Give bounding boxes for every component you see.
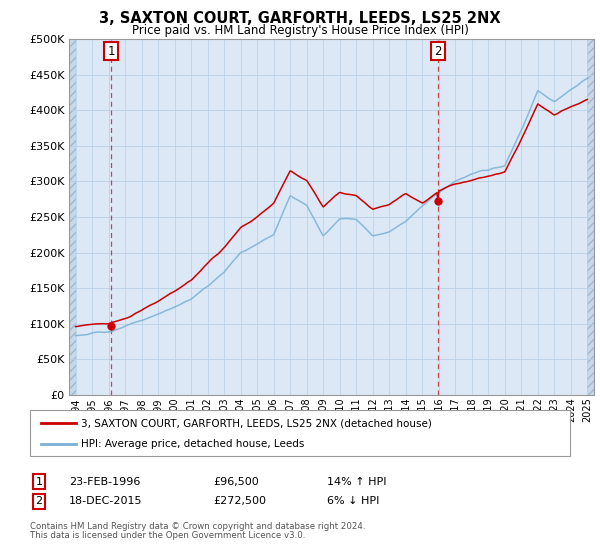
Text: 3, SAXTON COURT, GARFORTH, LEEDS, LS25 2NX: 3, SAXTON COURT, GARFORTH, LEEDS, LS25 2… — [99, 11, 501, 26]
Text: £96,500: £96,500 — [213, 477, 259, 487]
Text: £272,500: £272,500 — [213, 496, 266, 506]
Text: Contains HM Land Registry data © Crown copyright and database right 2024.: Contains HM Land Registry data © Crown c… — [30, 522, 365, 531]
Polygon shape — [69, 39, 76, 395]
Text: 6% ↓ HPI: 6% ↓ HPI — [327, 496, 379, 506]
Text: 1: 1 — [107, 45, 115, 58]
Text: 1: 1 — [35, 477, 43, 487]
Text: 23-FEB-1996: 23-FEB-1996 — [69, 477, 140, 487]
Text: Price paid vs. HM Land Registry's House Price Index (HPI): Price paid vs. HM Land Registry's House … — [131, 24, 469, 36]
Text: 14% ↑ HPI: 14% ↑ HPI — [327, 477, 386, 487]
Text: HPI: Average price, detached house, Leeds: HPI: Average price, detached house, Leed… — [82, 438, 305, 449]
Polygon shape — [587, 39, 594, 395]
Text: This data is licensed under the Open Government Licence v3.0.: This data is licensed under the Open Gov… — [30, 531, 305, 540]
Text: 2: 2 — [35, 496, 43, 506]
Text: 18-DEC-2015: 18-DEC-2015 — [69, 496, 143, 506]
Text: 3, SAXTON COURT, GARFORTH, LEEDS, LS25 2NX (detached house): 3, SAXTON COURT, GARFORTH, LEEDS, LS25 2… — [82, 418, 432, 428]
FancyBboxPatch shape — [30, 410, 570, 456]
Text: 2: 2 — [434, 45, 442, 58]
